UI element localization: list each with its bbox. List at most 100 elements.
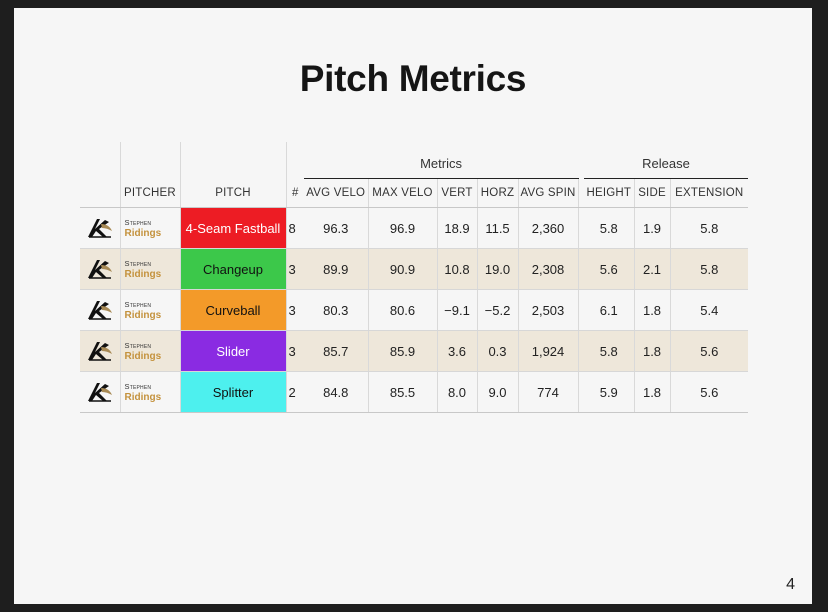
col-side: SIDE bbox=[634, 178, 671, 208]
pitcher-last-name: Ridings bbox=[124, 228, 162, 239]
height-value: 5.9 bbox=[584, 371, 635, 413]
release-group-header: Release bbox=[584, 142, 749, 179]
pitch-count: 3 bbox=[286, 289, 304, 331]
pitch-count: 8 bbox=[286, 207, 304, 249]
metrics-group-header: Metrics bbox=[304, 142, 579, 179]
pitch-type-cell: Slider bbox=[180, 330, 287, 372]
side-value: 1.8 bbox=[634, 330, 671, 372]
col-avg-velo: AVG VELO bbox=[304, 178, 369, 208]
logo-column-header bbox=[80, 178, 121, 208]
height-value: 6.1 bbox=[584, 289, 635, 331]
table-row: Stephen Ridings Slider 3 85.7 85.9 3.6 0… bbox=[80, 330, 749, 372]
table-row: Stephen Ridings Curveball 3 80.3 80.6 −9… bbox=[80, 289, 749, 331]
avg-velo-value: 85.7 bbox=[304, 330, 369, 372]
horz-value: 9.0 bbox=[477, 371, 519, 413]
col-max-velo: MAX VELO bbox=[368, 178, 438, 208]
extension-value: 5.4 bbox=[670, 289, 749, 331]
table-body: Stephen Ridings 4-Seam Fastball 8 96.3 9… bbox=[80, 207, 749, 413]
avg-spin-value: 774 bbox=[518, 371, 579, 413]
max-velo-value: 85.9 bbox=[368, 330, 438, 372]
pitcher-last-name: Ridings bbox=[124, 310, 162, 321]
page-number: 4 bbox=[786, 576, 795, 593]
pitcher-first-name: Stephen bbox=[124, 218, 152, 227]
team-logo-icon bbox=[87, 342, 112, 361]
vert-value: 8.0 bbox=[437, 371, 478, 413]
pitcher-name-cell: Stephen Ridings bbox=[120, 207, 181, 249]
side-value: 1.9 bbox=[634, 207, 671, 249]
avg-velo-value: 96.3 bbox=[304, 207, 369, 249]
team-logo-icon bbox=[87, 260, 112, 279]
pitch-type-cell: Changeup bbox=[180, 248, 287, 290]
vert-value: 18.9 bbox=[437, 207, 478, 249]
col-count: # bbox=[286, 178, 304, 208]
max-velo-value: 85.5 bbox=[368, 371, 438, 413]
pitch-count: 3 bbox=[286, 248, 304, 290]
col-avg-spin: AVG SPIN bbox=[518, 178, 579, 208]
horz-value: 0.3 bbox=[477, 330, 519, 372]
col-pitch: PITCH bbox=[180, 178, 287, 208]
avg-velo-value: 89.9 bbox=[304, 248, 369, 290]
team-logo-cell bbox=[80, 330, 121, 372]
horz-value: 11.5 bbox=[477, 207, 519, 249]
avg-spin-value: 1,924 bbox=[518, 330, 579, 372]
pitch-count: 3 bbox=[286, 330, 304, 372]
pitcher-first-name: Stephen bbox=[124, 300, 152, 309]
height-value: 5.8 bbox=[584, 330, 635, 372]
pitcher-first-name: Stephen bbox=[124, 382, 152, 391]
avg-velo-value: 84.8 bbox=[304, 371, 369, 413]
avg-velo-value: 80.3 bbox=[304, 289, 369, 331]
pitcher-first-name: Stephen bbox=[124, 341, 152, 350]
vert-value: 3.6 bbox=[437, 330, 478, 372]
table-row: Stephen Ridings 4-Seam Fastball 8 96.3 9… bbox=[80, 207, 749, 249]
vert-value: −9.1 bbox=[437, 289, 478, 331]
col-extension: EXTENSION bbox=[670, 178, 749, 208]
height-value: 5.8 bbox=[584, 207, 635, 249]
side-value: 2.1 bbox=[634, 248, 671, 290]
pitch-type-cell: 4-Seam Fastball bbox=[180, 207, 287, 249]
max-velo-value: 90.9 bbox=[368, 248, 438, 290]
slide: Pitch Metrics Metrics Release bbox=[14, 8, 812, 604]
avg-spin-value: 2,308 bbox=[518, 248, 579, 290]
col-height: HEIGHT bbox=[584, 178, 635, 208]
side-value: 1.8 bbox=[634, 371, 671, 413]
pitcher-name-cell: Stephen Ridings bbox=[120, 371, 181, 413]
max-velo-value: 96.9 bbox=[368, 207, 438, 249]
pitcher-name-cell: Stephen Ridings bbox=[120, 248, 181, 290]
pitch-type-cell: Splitter bbox=[180, 371, 287, 413]
extension-value: 5.8 bbox=[670, 248, 749, 290]
vert-value: 10.8 bbox=[437, 248, 478, 290]
extension-value: 5.6 bbox=[670, 371, 749, 413]
pitcher-name-cell: Stephen Ridings bbox=[120, 330, 181, 372]
horz-value: 19.0 bbox=[477, 248, 519, 290]
column-header-row: PITCHER PITCH # AVG VELO MAX VELO VERT H… bbox=[80, 178, 749, 208]
horz-value: −5.2 bbox=[477, 289, 519, 331]
team-logo-cell bbox=[80, 207, 121, 249]
pitcher-last-name: Ridings bbox=[124, 351, 162, 362]
side-value: 1.8 bbox=[634, 289, 671, 331]
pitcher-last-name: Ridings bbox=[124, 392, 162, 403]
team-logo-cell bbox=[80, 371, 121, 413]
table-row: Stephen Ridings Changeup 3 89.9 90.9 10.… bbox=[80, 248, 749, 290]
pitcher-last-name: Ridings bbox=[124, 269, 162, 280]
pitch-metrics-table: Metrics Release PITCHER PITCH # AVG VELO… bbox=[80, 142, 749, 413]
team-logo-icon bbox=[87, 219, 112, 238]
pitch-type-cell: Curveball bbox=[180, 289, 287, 331]
extension-value: 5.8 bbox=[670, 207, 749, 249]
col-horz: HORZ bbox=[477, 178, 519, 208]
team-logo-cell bbox=[80, 248, 121, 290]
table-row: Stephen Ridings Splitter 2 84.8 85.5 8.0… bbox=[80, 371, 749, 413]
pitcher-name-cell: Stephen Ridings bbox=[120, 289, 181, 331]
pitcher-first-name: Stephen bbox=[124, 259, 152, 268]
group-header-row: Metrics Release bbox=[80, 142, 749, 179]
team-logo-cell bbox=[80, 289, 121, 331]
team-logo-icon bbox=[87, 383, 112, 402]
team-logo-icon bbox=[87, 301, 112, 320]
max-velo-value: 80.6 bbox=[368, 289, 438, 331]
height-value: 5.6 bbox=[584, 248, 635, 290]
extension-value: 5.6 bbox=[670, 330, 749, 372]
pitch-count: 2 bbox=[286, 371, 304, 413]
slide-title: Pitch Metrics bbox=[299, 58, 527, 99]
col-pitcher: PITCHER bbox=[120, 178, 181, 208]
avg-spin-value: 2,360 bbox=[518, 207, 579, 249]
col-vert: VERT bbox=[437, 178, 478, 208]
